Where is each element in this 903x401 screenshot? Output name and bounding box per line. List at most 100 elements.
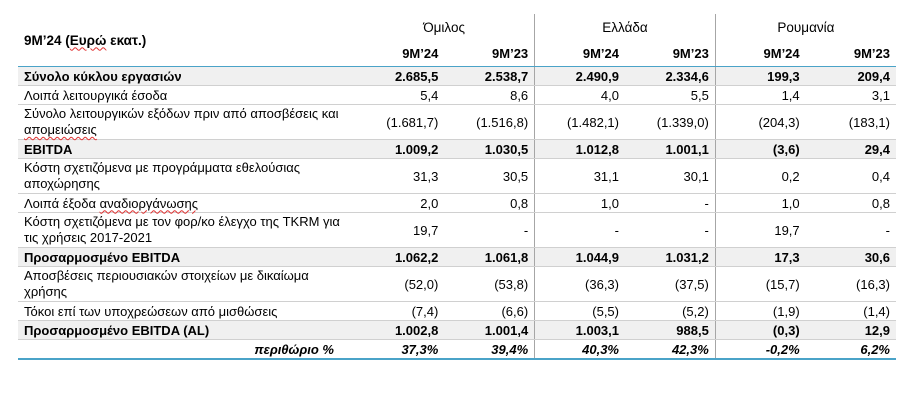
value-cell: 1.061,8	[444, 247, 535, 267]
group-header-group: Όμιλος	[423, 19, 465, 35]
value-cell: (7,4)	[354, 301, 445, 321]
value-cell: 1.003,1	[534, 320, 625, 340]
value-cell: (5,5)	[534, 301, 625, 321]
value-cell: 1.001,4	[444, 320, 535, 340]
group-header-row: 9M’24 (Ευρώ εκατ.) Όμιλος Ελλάδα Ρουμανί…	[18, 14, 896, 67]
value-cell: (1.482,1)	[534, 104, 625, 140]
row-label: Λοιπά έξοδα αναδιοργάνωσης	[18, 193, 354, 213]
group-header-romania: Ρουμανία	[714, 14, 896, 40]
value-cell: (15,7)	[714, 266, 806, 302]
row-label: Σύνολο λειτουργικών εξόδων πριν από αποσ…	[18, 104, 354, 140]
value-cell: 37,3%	[354, 339, 445, 360]
value-cell: 988,5	[625, 320, 716, 340]
value-cell: 12,9	[805, 320, 896, 340]
value-cell: (1,9)	[714, 301, 806, 321]
value-cell: (52,0)	[354, 266, 445, 302]
table-row: περιθώριο % 37,3% 39,4% 40,3% 42,3% -0,2% 6,2%	[18, 339, 896, 360]
value-cell: 1.001,1	[625, 139, 716, 159]
value-cell: 209,4	[805, 66, 896, 86]
group-header-greece: Ελλάδα	[534, 14, 716, 40]
value-cell: 0,8	[444, 193, 535, 213]
value-cell: 4,0	[534, 85, 625, 105]
value-cell: 5,4	[354, 85, 445, 105]
row-label: Λοιπά λειτουργικά έσοδα	[18, 85, 354, 105]
value-cell: (36,3)	[534, 266, 625, 302]
value-cell: 1,0	[534, 193, 625, 213]
value-cell: 1.012,8	[534, 139, 625, 159]
table-row: Σύνολο κύκλου εργασιών 2.685,5 2.538,7 2.49…	[18, 66, 896, 86]
column-header: 9M’24	[714, 40, 806, 67]
value-cell: 1.030,5	[444, 139, 535, 159]
table-row: Προσαρμοσμένο EBITDA (AL) 1.002,8 1.001,4 1…	[18, 320, 896, 340]
value-cell: 0,2	[714, 158, 806, 194]
column-header: 9M’23	[444, 40, 535, 67]
value-cell: (37,5)	[625, 266, 716, 302]
value-cell: 0,8	[805, 193, 896, 213]
value-cell: 19,7	[354, 212, 445, 248]
value-cell: 19,7	[714, 212, 806, 248]
value-cell: 1.062,2	[354, 247, 445, 267]
value-cell: 1,4	[714, 85, 806, 105]
value-cell: -	[534, 212, 625, 248]
value-cell: 2.490,9	[534, 66, 625, 86]
financial-results-table: 9M’24 (Ευρώ εκατ.) Όμιλος Ελλάδα Ρουμανί…	[18, 14, 896, 360]
value-cell: (1,4)	[805, 301, 896, 321]
row-label: Τόκοι επί των υποχρεώσεων από μισθώσεις	[18, 301, 354, 321]
value-cell: -	[625, 193, 716, 213]
value-cell: 1,0	[714, 193, 806, 213]
corner-label: 9M’24 (Ευρώ εκατ.)	[18, 14, 354, 67]
value-cell: 1.031,2	[625, 247, 716, 267]
value-cell: (53,8)	[444, 266, 535, 302]
value-cell: (1.516,8)	[444, 104, 535, 140]
value-cell: (1.681,7)	[354, 104, 445, 140]
table-row: Κόστη σχετιζόμενα με προγράμματα εθελούσ…	[18, 158, 896, 194]
value-cell: 31,1	[534, 158, 625, 194]
table-row: Προσαρμοσμένο EBITDA 1.062,2 1.061,8 1.044,…	[18, 247, 896, 267]
value-cell: 8,6	[444, 85, 535, 105]
value-cell: (0,3)	[714, 320, 806, 340]
row-label: Προσαρμοσμένο EBITDA (AL)	[18, 320, 354, 340]
value-cell: 2.538,7	[444, 66, 535, 86]
value-cell: 0,4	[805, 158, 896, 194]
value-cell: (204,3)	[714, 104, 806, 140]
value-cell: 3,1	[805, 85, 896, 105]
value-cell: 30,5	[444, 158, 535, 194]
value-cell: 199,3	[714, 66, 806, 86]
row-label: περιθώριο %	[18, 339, 354, 360]
value-cell: 30,6	[805, 247, 896, 267]
value-cell: (3,6)	[714, 139, 806, 159]
row-label: EBITDA	[18, 139, 354, 159]
value-cell: 1.044,9	[534, 247, 625, 267]
column-header-row: 9M’24 9M’23 9M’24 9M’23 9M’24 9M’23	[18, 40, 896, 67]
table-row: EBITDA 1.009,2 1.030,5 1.012,8 1.001,1 (3,6) 2…	[18, 139, 896, 159]
table-row: Τόκοι επί των υποχρεώσεων από μισθώσεις(…	[18, 301, 896, 321]
value-cell: 1.002,8	[354, 320, 445, 340]
value-cell: 2.334,6	[625, 66, 716, 86]
value-cell: 1.009,2	[354, 139, 445, 159]
column-header: 9M’24	[354, 40, 445, 67]
value-cell: 2.685,5	[354, 66, 445, 86]
row-label: Κόστη σχετιζόμενα με τον φορ/κο έλεγχο τ…	[18, 212, 354, 248]
column-header: 9M’23	[625, 40, 716, 67]
value-cell: (16,3)	[805, 266, 896, 302]
value-cell: 39,4%	[444, 339, 535, 360]
table-row: Σύνολο λειτουργικών εξόδων πριν από αποσ…	[18, 104, 896, 140]
row-label: Κόστη σχετιζόμενα με προγράμματα εθελούσ…	[18, 158, 354, 194]
value-cell: -	[444, 212, 535, 248]
value-cell: 29,4	[805, 139, 896, 159]
value-cell: 42,3%	[625, 339, 716, 360]
row-label: Σύνολο κύκλου εργασιών	[18, 66, 354, 86]
value-cell: 5,5	[625, 85, 716, 105]
value-cell: 17,3	[714, 247, 806, 267]
value-cell: 6,2%	[805, 339, 896, 360]
value-cell: 2,0	[354, 193, 445, 213]
value-cell: 40,3%	[534, 339, 625, 360]
table-row: Κόστη σχετιζόμενα με τον φορ/κο έλεγχο τ…	[18, 212, 896, 248]
row-label: Προσαρμοσμένο EBITDA	[18, 247, 354, 267]
value-cell: -	[625, 212, 716, 248]
value-cell: 31,3	[354, 158, 445, 194]
value-cell: (1.339,0)	[625, 104, 716, 140]
value-cell: -	[805, 212, 896, 248]
table-row: Αποσβέσεις περιουσιακών στοιχείων με δικ…	[18, 266, 896, 302]
